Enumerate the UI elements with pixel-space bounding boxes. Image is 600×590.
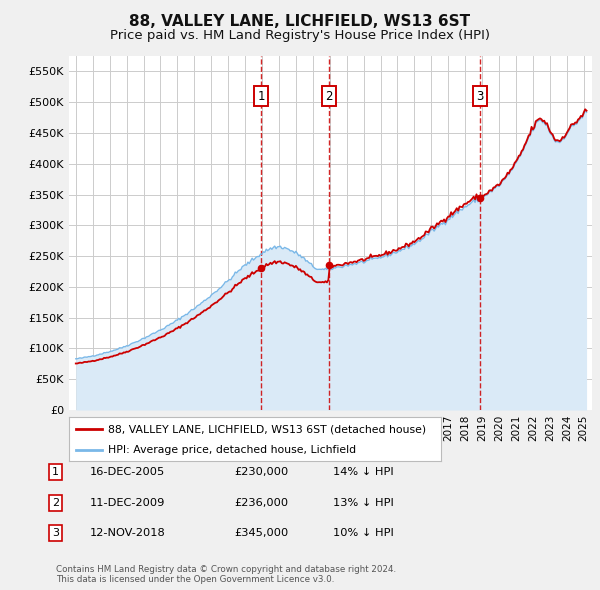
Text: £236,000: £236,000 xyxy=(234,498,288,507)
Text: 1: 1 xyxy=(52,467,59,477)
Text: 10% ↓ HPI: 10% ↓ HPI xyxy=(333,529,394,538)
Text: Contains HM Land Registry data © Crown copyright and database right 2024.
This d: Contains HM Land Registry data © Crown c… xyxy=(56,565,396,584)
Text: 13% ↓ HPI: 13% ↓ HPI xyxy=(333,498,394,507)
Text: 2: 2 xyxy=(52,498,59,507)
Text: 14% ↓ HPI: 14% ↓ HPI xyxy=(333,467,394,477)
Text: HPI: Average price, detached house, Lichfield: HPI: Average price, detached house, Lich… xyxy=(108,445,356,455)
Text: 1: 1 xyxy=(257,90,265,103)
Text: 88, VALLEY LANE, LICHFIELD, WS13 6ST (detached house): 88, VALLEY LANE, LICHFIELD, WS13 6ST (de… xyxy=(108,424,426,434)
Text: £345,000: £345,000 xyxy=(234,529,288,538)
Text: Price paid vs. HM Land Registry's House Price Index (HPI): Price paid vs. HM Land Registry's House … xyxy=(110,29,490,42)
Text: 11-DEC-2009: 11-DEC-2009 xyxy=(90,498,166,507)
Text: 16-DEC-2005: 16-DEC-2005 xyxy=(90,467,165,477)
Text: 2: 2 xyxy=(325,90,332,103)
Text: 3: 3 xyxy=(476,90,484,103)
Text: 88, VALLEY LANE, LICHFIELD, WS13 6ST: 88, VALLEY LANE, LICHFIELD, WS13 6ST xyxy=(130,14,470,29)
Text: £230,000: £230,000 xyxy=(234,467,288,477)
Text: 3: 3 xyxy=(52,529,59,538)
Text: 12-NOV-2018: 12-NOV-2018 xyxy=(90,529,166,538)
